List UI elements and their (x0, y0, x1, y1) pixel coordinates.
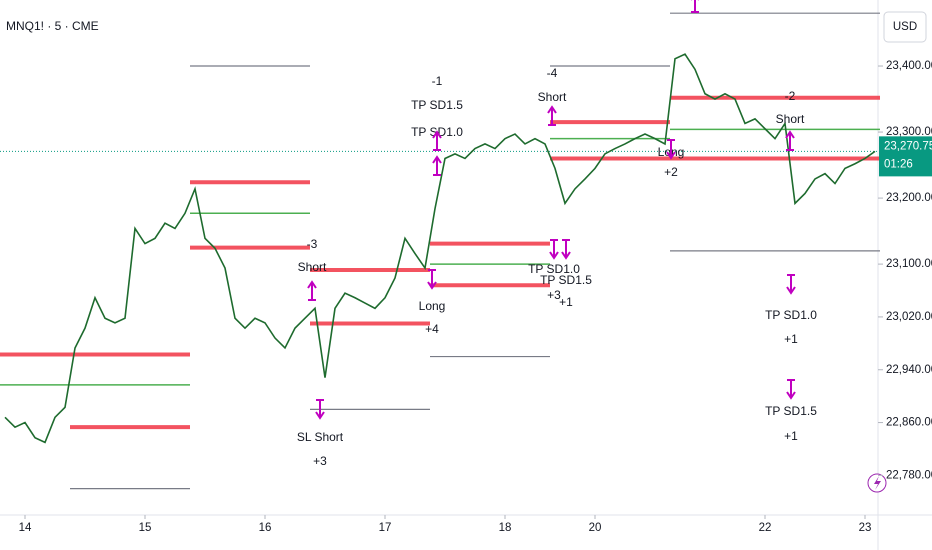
signal-arrow (549, 239, 559, 260)
annotation: +3 (313, 454, 327, 468)
signal-arrow (432, 155, 442, 176)
x-tick-label: 15 (139, 522, 152, 534)
annotation: -3 (307, 237, 318, 251)
currency[interactable]: USD (893, 21, 917, 33)
annotation: TP SD1.5 (540, 273, 592, 287)
signal-arrow (427, 269, 437, 290)
signal-arrow (786, 274, 796, 295)
signal-arrow (307, 280, 317, 301)
x-tick-label: 14 (19, 522, 32, 534)
signal-arrow (561, 239, 571, 260)
y-tick-label: 23,300.00 (886, 126, 932, 138)
annotation: +3 (547, 288, 561, 302)
signal-arrow (786, 379, 796, 400)
annotation: Long (419, 299, 446, 313)
y-tick-label: 22,940.00 (886, 364, 932, 376)
annotation: Short (776, 112, 805, 126)
annotation: TP SD1.5 (411, 98, 463, 112)
annotation: -4 (547, 66, 558, 80)
signal-arrow (432, 130, 442, 151)
signal-arrow (666, 139, 676, 160)
y-tick-label: 23,200.00 (886, 192, 932, 204)
annotation: Short (538, 90, 567, 104)
annotation: TP SD1.0 (528, 262, 580, 276)
annotation: -1 (432, 74, 443, 88)
annotation: -2 (785, 89, 796, 103)
annotation: Short (298, 260, 327, 274)
x-tick-label: 20 (589, 522, 602, 534)
last-price-label: 23,270.75 (884, 140, 932, 152)
y-tick-label: 22,860.00 (886, 417, 932, 429)
x-tick-label: 18 (499, 522, 512, 534)
y-tick-label: 23,020.00 (886, 311, 932, 323)
annotation: SL Short (297, 430, 344, 444)
x-tick-label: 22 (759, 522, 772, 534)
annotation: TP SD1.0 (765, 308, 817, 322)
signal-arrow (315, 399, 325, 420)
price-line (4, 53, 876, 444)
chart-title: MNQ1! · 5 · CME (6, 19, 99, 33)
x-tick-label: 16 (259, 522, 272, 534)
signal-arrow (785, 130, 795, 151)
signal-arrow (547, 105, 557, 126)
currency-button[interactable] (883, 11, 927, 43)
bolt-glyph (874, 476, 881, 490)
annotation: +1 (784, 332, 798, 346)
y-tick-label: 22,780.00 (886, 469, 932, 481)
y-tick-label: 23,400.00 (886, 60, 932, 72)
annotation: +4 (425, 322, 439, 336)
x-tick-label: 23 (859, 522, 872, 534)
annotation: +1 (559, 295, 573, 309)
countdown: 01:26 (884, 158, 913, 170)
x-tick-label: 17 (379, 522, 392, 534)
annotation: +2 (664, 165, 678, 179)
y-tick-label: 23,100.00 (886, 258, 932, 270)
signal-arrow (691, 0, 699, 13)
last-price-box (879, 136, 932, 177)
annotation: TP SD1.5 (765, 404, 817, 418)
annotation: +1 (784, 429, 798, 443)
